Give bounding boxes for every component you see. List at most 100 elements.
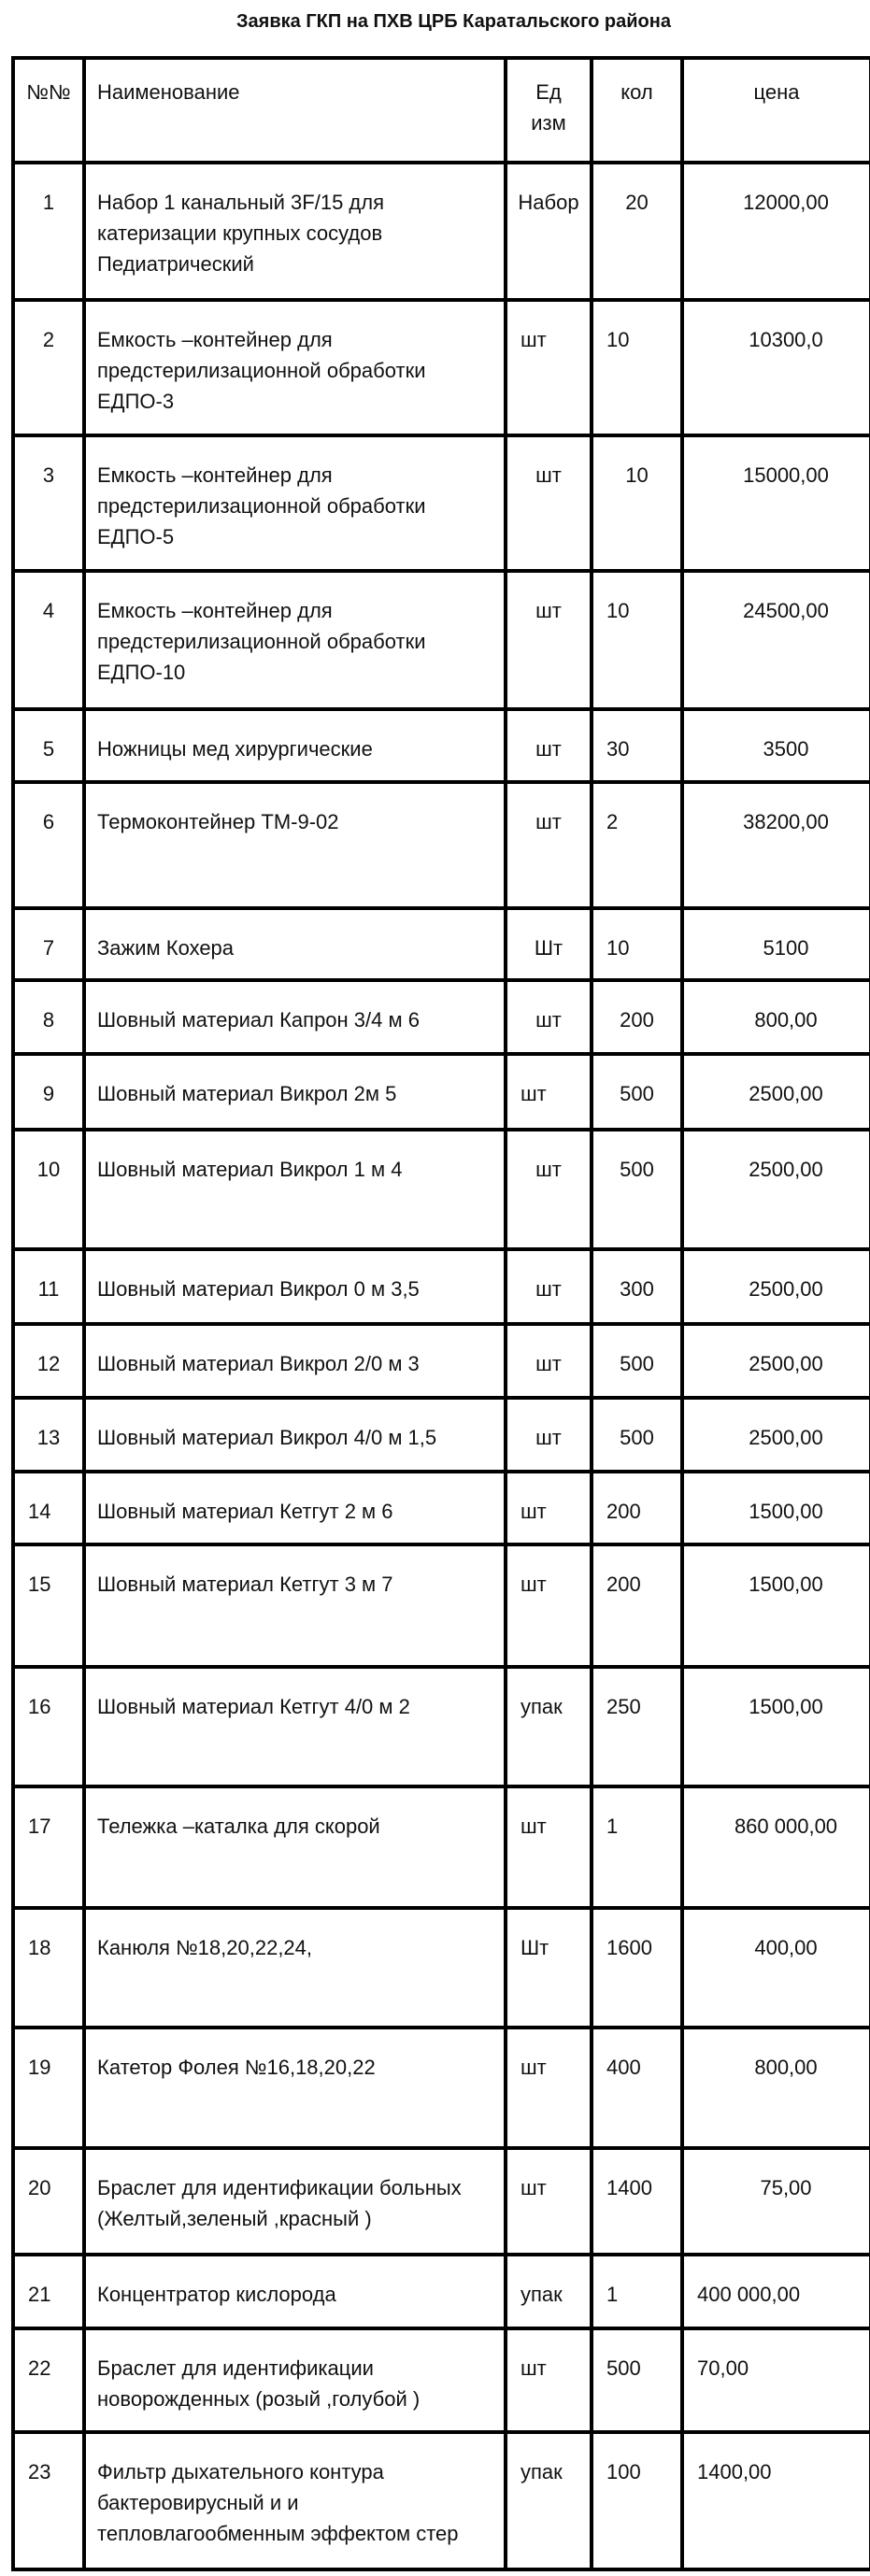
- table-row: 23 Фильтр дыхательного контура бактеровир…: [11, 2430, 870, 2571]
- table-row: 18 Канюля №18,20,22,24, Шт 1600 400,00: [11, 1906, 870, 2029]
- row-name: Шовный материал Викрол 2м 5: [82, 1052, 507, 1131]
- row-name: Шовный материал Викрол 4/0 м 1,5: [82, 1396, 507, 1473]
- row-name: Емкость –контейнер для предстерилизацион…: [82, 298, 507, 437]
- row-qty: 500: [590, 1128, 684, 1251]
- row-price: 3500: [680, 707, 870, 784]
- row-unit: шт: [504, 1247, 593, 1326]
- table-row: 9 Шовный материал Викрол 2м 5 шт 500 2500,00: [11, 1052, 870, 1131]
- row-num: 8: [11, 978, 86, 1056]
- row-unit: Набор: [504, 161, 593, 302]
- order-table: №№ Наименование Ед изм кол цена 1 Набор 1 …: [11, 56, 870, 2571]
- row-name: Шовный материал Викрол 0 м 3,5: [82, 1247, 507, 1326]
- row-num: 18: [11, 1906, 86, 2029]
- row-qty: 1600: [590, 1906, 684, 2029]
- row-unit: Шт: [504, 1906, 593, 2029]
- table-row: 15 Шовный материал Кетгут 3 м 7 шт 200 1500,…: [11, 1543, 870, 1669]
- row-num: 11: [11, 1247, 86, 1326]
- row-name: Шовный материал Викрол 2/0 м 3: [82, 1322, 507, 1400]
- row-num: 15: [11, 1543, 86, 1669]
- row-name: Браслет для идентификации больных (Желты…: [82, 2146, 507, 2256]
- row-unit: шт: [504, 1052, 593, 1131]
- row-price: 400 000,00: [680, 2253, 870, 2330]
- row-unit: шт: [504, 1785, 593, 1910]
- row-num: 23: [11, 2430, 86, 2571]
- row-qty: 500: [590, 1322, 684, 1400]
- row-unit: упак: [504, 2430, 593, 2571]
- table-header-row: №№ Наименование Ед изм кол цена: [11, 56, 870, 164]
- row-num: 20: [11, 2146, 86, 2256]
- row-num: 22: [11, 2327, 86, 2434]
- row-qty: 400: [590, 2026, 684, 2150]
- row-unit: шт: [504, 298, 593, 437]
- row-qty: 10: [590, 906, 684, 982]
- row-qty: 10: [590, 298, 684, 437]
- row-qty: 200: [590, 1470, 684, 1546]
- row-name: Канюля №18,20,22,24,: [82, 1906, 507, 2029]
- row-unit: шт: [504, 1128, 593, 1251]
- row-unit: шт: [504, 1543, 593, 1669]
- table-row: 19 Катетор Фолея №16,18,20,22 шт 400 800,00: [11, 2026, 870, 2150]
- row-name: Набор 1 канальный 3F/15 для катеризации …: [82, 161, 507, 302]
- row-price: 2500,00: [680, 1396, 870, 1473]
- table-row: 17 Тележка –каталка для скорой шт 1 860 000,…: [11, 1785, 870, 1910]
- row-unit: Шт: [504, 906, 593, 982]
- row-unit: шт: [504, 1322, 593, 1400]
- row-price: 860 000,00: [680, 1785, 870, 1910]
- row-num: 6: [11, 780, 86, 910]
- row-unit: шт: [504, 707, 593, 784]
- row-name: Шовный материал Кетгут 4/0 м 2: [82, 1665, 507, 1788]
- row-unit: шт: [504, 434, 593, 573]
- row-name: Емкость –контейнер для предстерилизацион…: [82, 569, 507, 711]
- row-unit: шт: [504, 1470, 593, 1546]
- row-name: Тележка –каталка для скорой: [82, 1785, 507, 1910]
- table-row: 10 Шовный материал Викрол 1 м 4 шт 500 2500,…: [11, 1128, 870, 1251]
- row-unit: упак: [504, 1665, 593, 1788]
- table-row: 2 Емкость –контейнер для предстерилизацио…: [11, 298, 870, 437]
- row-qty: 500: [590, 1052, 684, 1131]
- row-num: 1: [11, 161, 86, 302]
- row-unit: шт: [504, 569, 593, 711]
- header-qty: кол: [590, 56, 684, 164]
- header-unit-line1: Ед: [535, 80, 562, 104]
- row-price: 1400,00: [680, 2430, 870, 2571]
- table-row: 1 Набор 1 канальный 3F/15 для катеризации…: [11, 161, 870, 302]
- row-price: 70,00: [680, 2327, 870, 2434]
- row-qty: 300: [590, 1247, 684, 1326]
- row-qty: 100: [590, 2430, 684, 2571]
- row-qty: 500: [590, 1396, 684, 1473]
- row-price: 12000,00: [680, 161, 870, 302]
- row-price: 2500,00: [680, 1128, 870, 1251]
- row-name: Шовный материал Кетгут 3 м 7: [82, 1543, 507, 1669]
- row-price: 2500,00: [680, 1322, 870, 1400]
- row-price: 2500,00: [680, 1247, 870, 1326]
- row-name: Ножницы мед хирургические: [82, 707, 507, 784]
- table-row: 12 Шовный материал Викрол 2/0 м 3 шт 500 250…: [11, 1322, 870, 1400]
- row-qty: 10: [590, 434, 684, 573]
- row-name: Концентратор кислорода: [82, 2253, 507, 2330]
- header-num: №№: [11, 56, 86, 164]
- row-price: 1500,00: [680, 1470, 870, 1546]
- row-qty: 1: [590, 1785, 684, 1910]
- row-qty: 2: [590, 780, 684, 910]
- table-row: 20 Браслет для идентификации больных (Жел…: [11, 2146, 870, 2256]
- row-num: 21: [11, 2253, 86, 2330]
- header-unit-line2: изм: [531, 111, 566, 135]
- table-row: 3 Емкость –контейнер для предстерилизацио…: [11, 434, 870, 573]
- row-price: 75,00: [680, 2146, 870, 2256]
- row-unit: шт: [504, 2327, 593, 2434]
- row-qty: 500: [590, 2327, 684, 2434]
- row-name: Шовный материал Кетгут 2 м 6: [82, 1470, 507, 1546]
- row-name: Браслет для идентификации новорожденных …: [82, 2327, 507, 2434]
- row-name: Катетор Фолея №16,18,20,22: [82, 2026, 507, 2150]
- row-price: 24500,00: [680, 569, 870, 711]
- table-row: 7 Зажим Кохера Шт 10 5100: [11, 906, 870, 982]
- row-unit: шт: [504, 978, 593, 1056]
- row-unit: шт: [504, 1396, 593, 1473]
- table-row: 22 Браслет для идентификации новорожденны…: [11, 2327, 870, 2434]
- table-row: 13 Шовный материал Викрол 4/0 м 1,5 шт 500 2…: [11, 1396, 870, 1473]
- row-price: 400,00: [680, 1906, 870, 2029]
- row-price: 1500,00: [680, 1543, 870, 1669]
- row-qty: 30: [590, 707, 684, 784]
- row-num: 10: [11, 1128, 86, 1251]
- row-num: 17: [11, 1785, 86, 1910]
